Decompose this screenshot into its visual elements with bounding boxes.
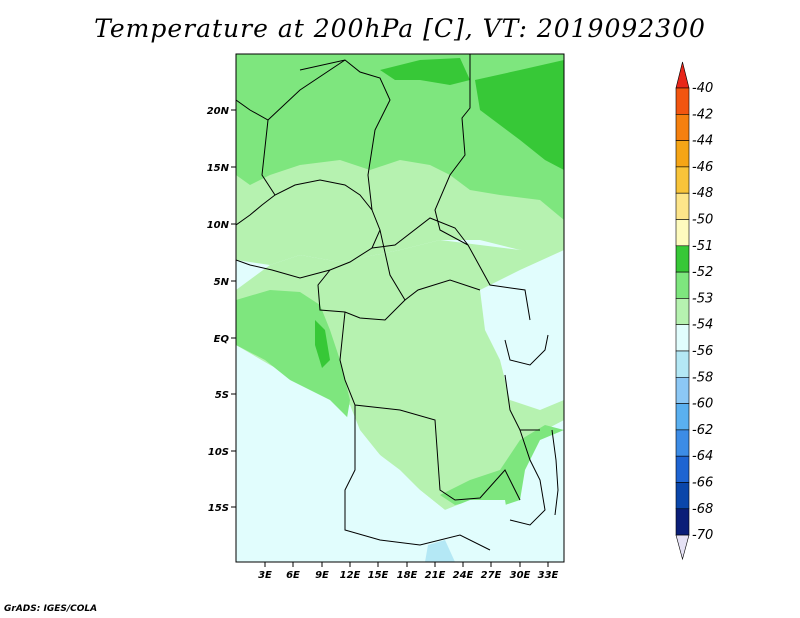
field-band-51-nw	[380, 58, 470, 85]
lat-label: 10S	[208, 447, 229, 458]
colorbar-label: -60	[692, 397, 713, 412]
map-frame	[235, 53, 565, 563]
field-band-51-coast	[315, 320, 330, 368]
colorbar-label: -48	[692, 186, 713, 201]
colorbar-label: -56	[692, 344, 713, 359]
lat-label: 5N	[214, 277, 230, 288]
colorbar-label: -66	[692, 476, 713, 491]
lon-label: 9E	[315, 570, 329, 581]
colorbar-swatch	[675, 271, 690, 299]
lon-label: 27E	[481, 570, 502, 581]
axis-ticks	[231, 109, 549, 567]
colorbar: -40 -42 -44 -46 -48 -50 -51 -52 -53 -54 -56 -58 -60 -…	[675, 61, 713, 561]
colorbar-swatch	[675, 324, 690, 352]
map-title: Temperature at 200hPa [C], VT: 201909230…	[94, 14, 706, 43]
colorbar-swatch	[675, 219, 690, 247]
colorbar-arrow-bottom	[675, 534, 690, 561]
lon-label: 24E	[453, 570, 474, 581]
colorbar-arrow-top	[675, 61, 690, 89]
country-borders	[236, 54, 559, 551]
colorbar-swatch	[675, 298, 690, 325]
lon-label: 6E	[286, 570, 300, 581]
colorbar-swatch	[675, 455, 690, 483]
field-band-52-sw	[236, 290, 350, 430]
colorbar-swatch	[675, 350, 690, 378]
lon-label: 21E	[425, 570, 446, 581]
field-band-56-patch	[425, 540, 455, 562]
colorbar-label: -62	[692, 423, 713, 438]
colorbar-label: -70	[692, 528, 713, 543]
colorbar-swatch	[675, 87, 690, 115]
colorbar-label: -58	[692, 370, 713, 385]
colorbar-swatch	[675, 508, 690, 536]
lat-label: 5S	[215, 390, 229, 401]
lat-label: 20N	[207, 106, 230, 117]
lon-label: 12E	[340, 570, 361, 581]
temperature-field	[236, 54, 564, 562]
colorbar-swatch	[675, 403, 690, 431]
colorbar-label: -44	[692, 134, 713, 149]
credit-label: GrADS: IGES/COLA	[4, 604, 98, 614]
lon-label: 3E	[258, 570, 272, 581]
colorbar-label: -64	[692, 449, 713, 464]
colorbar-swatch	[675, 482, 690, 510]
field-band-54-se	[236, 360, 510, 562]
colorbar-swatch	[675, 245, 690, 273]
colorbar-label: -51	[692, 239, 713, 254]
field-band-54-ne	[480, 250, 564, 410]
field-band-52-east	[440, 425, 564, 505]
colorbar-swatch	[675, 376, 690, 404]
lat-label: 15N	[207, 163, 230, 174]
colorbar-label: -50	[692, 213, 713, 228]
colorbar-label: -40	[692, 81, 713, 96]
lon-label: 33E	[538, 570, 559, 581]
colorbar-label: -68	[692, 502, 713, 517]
colorbar-label: -53	[692, 291, 713, 306]
lon-label: 30E	[510, 570, 531, 581]
colorbar-swatch	[675, 429, 690, 457]
colorbar-swatch	[675, 166, 690, 194]
colorbar-label: -54	[692, 318, 713, 333]
lat-label: EQ	[214, 334, 230, 345]
field-band-51-ne	[475, 60, 564, 170]
lat-label: 15S	[208, 503, 229, 514]
colorbar-label: -42	[692, 107, 713, 122]
lat-label: 10N	[207, 220, 230, 231]
colorbar-swatch	[675, 140, 690, 168]
lon-label: 15E	[368, 570, 389, 581]
colorbar-label: -46	[692, 160, 713, 175]
colorbar-label: -52	[692, 265, 713, 280]
colorbar-swatch	[675, 114, 690, 141]
colorbar-swatch	[675, 192, 690, 220]
lon-label: 18E	[397, 570, 418, 581]
